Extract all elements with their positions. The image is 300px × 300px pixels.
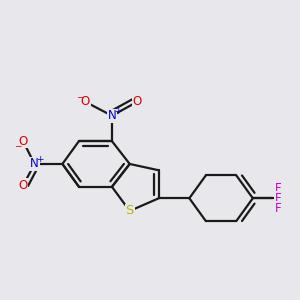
Text: F: F (275, 182, 281, 195)
Text: F: F (275, 192, 281, 205)
Text: N: N (30, 158, 39, 170)
Text: O: O (19, 179, 28, 192)
Text: O: O (81, 95, 90, 108)
Text: +: + (114, 107, 121, 116)
Text: −: − (14, 141, 21, 150)
Text: −: − (76, 93, 83, 102)
Text: O: O (19, 135, 28, 148)
Text: N: N (108, 109, 116, 122)
Text: O: O (133, 95, 142, 108)
Text: S: S (125, 204, 134, 218)
Text: +: + (36, 155, 44, 164)
Text: F: F (275, 202, 281, 215)
